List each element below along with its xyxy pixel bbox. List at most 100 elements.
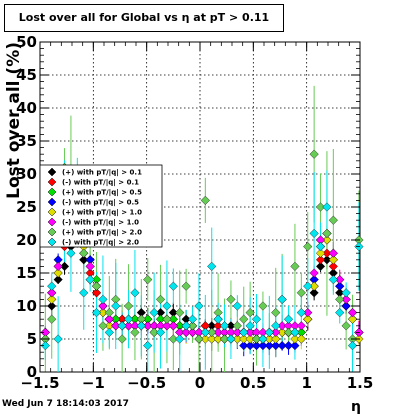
- data-point: [309, 268, 319, 278]
- data-point: [213, 327, 223, 337]
- y-tick-label: 25: [16, 198, 37, 216]
- y-tick-label: 20: [16, 231, 37, 249]
- data-point: [79, 248, 89, 258]
- data-point: [277, 321, 287, 331]
- legend-marker: [47, 187, 57, 197]
- data-point: [104, 327, 114, 337]
- data-point: [181, 327, 191, 337]
- legend-label: (+) with pT/|q| > 0.5: [62, 189, 142, 198]
- data-point: [79, 288, 89, 298]
- data-point: [258, 301, 268, 311]
- data-point: [283, 341, 294, 351]
- data-point: [85, 261, 95, 271]
- data-point: [335, 308, 345, 318]
- data-point: [258, 334, 268, 344]
- data-point: [328, 275, 338, 285]
- data-point: [104, 314, 114, 324]
- legend-marker: [47, 217, 57, 227]
- legend-marker: [47, 237, 57, 247]
- data-point: [187, 321, 198, 331]
- data-point: [207, 327, 217, 337]
- data-point: [264, 334, 274, 344]
- data-point: [251, 334, 262, 344]
- data-point: [111, 301, 121, 311]
- data-point: [258, 341, 268, 351]
- data-point: [53, 275, 63, 285]
- data-point: [347, 308, 358, 318]
- data-point: [123, 301, 134, 311]
- data-point: [53, 268, 63, 278]
- data-point: [79, 255, 89, 265]
- data-point: [53, 334, 63, 344]
- data-point: [194, 301, 204, 311]
- data-point: [232, 321, 242, 331]
- data-point: [335, 294, 345, 304]
- data-point: [347, 314, 358, 324]
- data-point: [66, 248, 76, 258]
- data-point: [168, 334, 178, 344]
- data-point: [328, 255, 338, 265]
- data-point: [277, 294, 287, 304]
- data-point: [175, 308, 185, 318]
- data-point: [309, 281, 319, 291]
- data-point: [155, 327, 166, 337]
- data-point: [271, 334, 281, 344]
- data-point: [309, 228, 319, 238]
- data-point: [328, 261, 338, 271]
- data-point: [168, 321, 178, 331]
- data-point: [155, 294, 166, 304]
- data-point: [117, 334, 127, 344]
- data-point: [277, 327, 287, 337]
- data-point: [175, 334, 185, 344]
- data-point: [335, 275, 345, 285]
- data-point: [315, 242, 326, 252]
- data-point: [200, 195, 210, 205]
- data-point: [315, 255, 326, 265]
- y-tick-label: 5: [27, 330, 37, 348]
- data-point: [245, 308, 255, 318]
- data-point: [232, 301, 242, 311]
- data-point: [239, 334, 249, 344]
- data-point: [303, 308, 313, 318]
- data-point: [347, 341, 358, 351]
- data-point: [251, 341, 262, 351]
- data-point: [290, 261, 300, 271]
- data-point: [85, 275, 95, 285]
- y-tick-label: 30: [16, 165, 37, 183]
- data-point: [40, 341, 50, 351]
- legend-label: (+) with pT/|q| > 0.1: [62, 169, 142, 178]
- legend-label: (+) with pT/|q| > 1.0: [62, 209, 142, 218]
- x-tick-label: −1.5: [20, 374, 59, 392]
- data-point: [219, 321, 230, 331]
- data-point: [213, 314, 223, 324]
- data-point: [98, 321, 108, 331]
- data-point: [98, 294, 108, 304]
- data-point: [239, 314, 249, 324]
- legend-marker: [47, 227, 57, 237]
- legend-marker: [47, 177, 57, 187]
- data-point: [98, 308, 108, 318]
- data-point: [207, 334, 217, 344]
- data-point: [187, 314, 198, 324]
- data-point: [213, 334, 223, 344]
- data-point: [283, 314, 294, 324]
- data-point: [251, 314, 262, 324]
- data-point: [290, 341, 300, 351]
- legend-label: (-) with pT/|q| > 2.0: [62, 239, 139, 248]
- data-point: [104, 308, 114, 318]
- data-point: [239, 341, 249, 351]
- x-tick-label: 0: [195, 374, 205, 392]
- data-point: [181, 321, 191, 331]
- data-point: [309, 288, 319, 298]
- x-tick-label: 1: [301, 374, 311, 392]
- data-point: [149, 327, 159, 337]
- data-point: [136, 321, 146, 331]
- data-point: [322, 202, 332, 212]
- data-point: [335, 281, 345, 291]
- data-point: [264, 341, 274, 351]
- data-point: [232, 334, 242, 344]
- legend-marker: [47, 197, 57, 207]
- legend-label: (-) with pT/|q| > 1.0: [62, 219, 139, 228]
- data-point: [168, 281, 178, 291]
